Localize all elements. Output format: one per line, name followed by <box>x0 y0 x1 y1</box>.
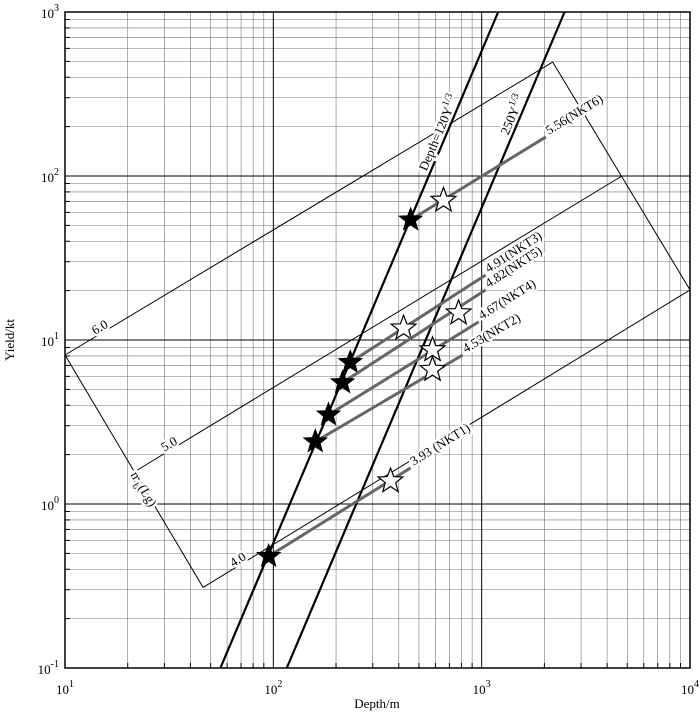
white-star <box>418 354 447 382</box>
event-line <box>409 135 547 222</box>
tick-exponent: -1 <box>51 659 59 670</box>
tick-base: 10 <box>41 334 54 349</box>
contour-label: 6.0 <box>89 316 111 337</box>
scaling-line-sup: 1/3 <box>440 92 455 108</box>
contour-title: mb(Lg) <box>124 469 160 512</box>
tick-base: 10 <box>264 682 277 697</box>
tick-label: 10-1 <box>38 659 59 677</box>
white-star <box>376 466 405 493</box>
tick-base: 10 <box>41 6 54 21</box>
white-star <box>389 313 418 341</box>
plot-frame <box>64 11 691 669</box>
event-line <box>327 320 480 417</box>
tick-exponent: 2 <box>54 167 59 178</box>
tick-exponent: 1 <box>69 679 74 690</box>
contour-box-side <box>64 354 204 588</box>
tick-base: 10 <box>56 682 69 697</box>
tick-label: 102 <box>264 679 282 697</box>
white-star <box>444 298 473 325</box>
tick-label: 101 <box>41 331 59 349</box>
scaling-line-label: Depth=120Y1/3 <box>414 92 461 173</box>
contour-label: 4.0 <box>227 549 249 570</box>
tick-label: 101 <box>56 679 74 697</box>
contour-line <box>202 289 691 588</box>
contour-line <box>133 175 623 473</box>
y-axis-label: Yield/kt <box>2 319 17 361</box>
contour-label: 5.0 <box>158 433 180 454</box>
tick-exponent: 3 <box>486 679 491 690</box>
black-star <box>255 542 282 568</box>
tick-base: 10 <box>41 498 54 513</box>
event-line <box>341 288 487 384</box>
black-star <box>397 206 424 231</box>
tick-label: 102 <box>41 167 59 185</box>
contour-box-side <box>552 61 691 291</box>
tick-exponent: 0 <box>54 495 59 506</box>
black-star <box>302 428 329 453</box>
contour-line <box>64 61 553 356</box>
tick-exponent: 4 <box>694 679 699 690</box>
tick-exponent: 1 <box>54 331 59 342</box>
white-star <box>429 185 458 213</box>
tick-label: 104 <box>681 679 699 697</box>
tick-base: 10 <box>41 170 54 185</box>
black-star <box>315 401 342 426</box>
tick-exponent: 2 <box>277 679 282 690</box>
tick-base: 10 <box>681 682 694 697</box>
scaling-line <box>285 11 566 669</box>
tick-label: 100 <box>41 495 59 513</box>
scaling-line-sup: 1/3 <box>507 92 522 108</box>
event-line <box>349 273 487 364</box>
scaling-line-name: Depth=120Y <box>416 104 457 173</box>
x-axis-label: Depth/m <box>354 696 400 711</box>
tick-base: 10 <box>473 682 486 697</box>
black-star <box>329 369 356 394</box>
tick-label: 103 <box>473 679 491 697</box>
tick-base: 10 <box>38 662 51 677</box>
tick-exponent: 3 <box>54 3 59 14</box>
black-star <box>337 348 364 374</box>
tick-label: 103 <box>41 3 59 21</box>
event-label: 3.93 (NKT1) <box>407 420 473 469</box>
